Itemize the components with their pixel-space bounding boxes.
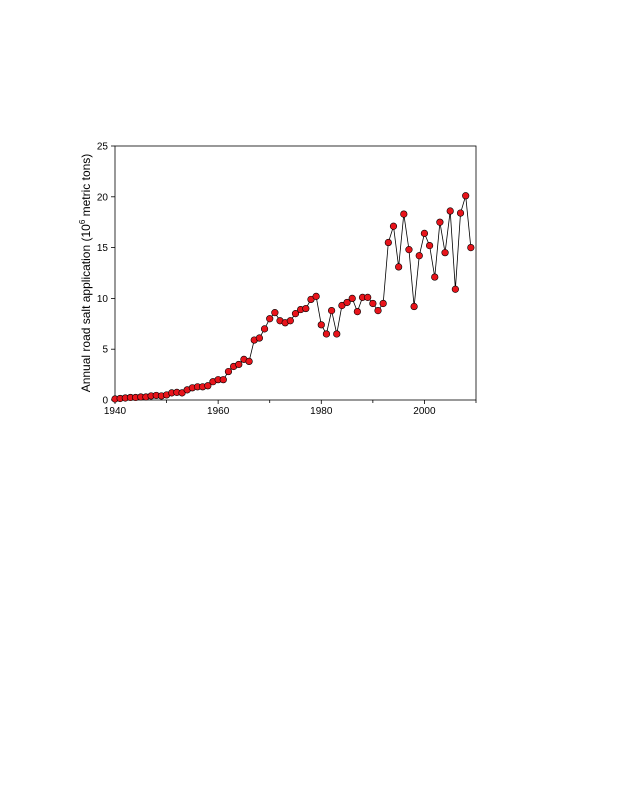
data-point (467, 244, 475, 252)
x-tick-label: 1980 (310, 406, 333, 417)
y-tick-label: 5 (102, 345, 108, 356)
data-point (405, 246, 413, 254)
data-point (266, 315, 274, 323)
data-point (451, 285, 459, 293)
data-point (245, 357, 253, 365)
data-point (302, 304, 310, 313)
data-point (400, 210, 408, 218)
y-tick-label: 10 (97, 294, 109, 305)
data-point (462, 192, 470, 200)
data-point (410, 302, 418, 311)
x-tick-label: 2000 (413, 406, 436, 417)
data-point (291, 310, 300, 318)
data-point (431, 273, 439, 281)
data-point (333, 330, 341, 338)
data-point (364, 293, 372, 301)
y-axis-title: Annual road salt application (106 metric… (78, 154, 93, 393)
y-axis-title-superscript: 6 (78, 219, 87, 224)
y-tick-label: 0 (102, 396, 108, 407)
data-point (374, 306, 382, 315)
plot-frame (114, 145, 477, 401)
x-axis: 1940 1960 1980 2000 (104, 400, 477, 417)
data-point (286, 317, 294, 325)
data-point (343, 298, 351, 307)
series-line (114, 195, 472, 400)
data-point (425, 241, 434, 250)
data-point (415, 252, 423, 260)
data-point (255, 334, 264, 342)
data-point (369, 299, 377, 308)
data-point (271, 309, 279, 317)
data-point (389, 222, 398, 230)
y-tick-label: 25 (97, 142, 109, 153)
y-tick-label: 20 (97, 192, 109, 203)
data-point (235, 360, 243, 369)
data-point (384, 238, 392, 247)
data-point (224, 367, 233, 376)
data-point (317, 321, 325, 329)
data-point (446, 207, 454, 215)
y-axis: 0 5 10 15 20 25 (97, 142, 115, 407)
data-point (353, 308, 361, 316)
data-point (219, 376, 227, 384)
data-point (441, 249, 449, 257)
data-point (322, 330, 331, 338)
y-tick-label: 15 (97, 243, 109, 254)
x-tick-label: 1960 (207, 406, 230, 417)
data-point (348, 294, 356, 303)
data-point (328, 306, 336, 315)
data-point (379, 299, 387, 308)
series-points (111, 192, 475, 403)
data-point (312, 292, 320, 300)
x-tick-label: 1940 (104, 406, 127, 417)
data-point (260, 325, 269, 333)
data-point (420, 229, 429, 237)
data-point (395, 263, 403, 271)
data-point (204, 382, 212, 390)
data-point (436, 218, 444, 226)
data-point (456, 209, 465, 217)
